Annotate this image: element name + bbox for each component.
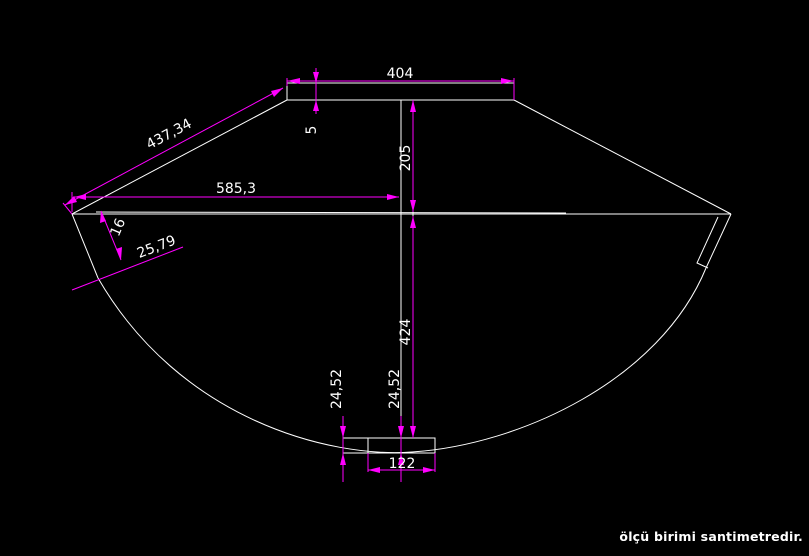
arrow-thickness-bottom (313, 100, 319, 111)
arrow-base-width-right (423, 467, 435, 473)
arrow-upper-height-bottom (410, 200, 416, 212)
left-end-edge (71, 213, 99, 279)
arrow-base-right-top (398, 426, 404, 438)
arrow-base-right-bottom (398, 453, 404, 465)
right-end-bracket (696, 216, 719, 269)
unit-note: ölçü birimi santimetredir. (619, 529, 803, 544)
arrow-half-span-right (387, 194, 399, 200)
label-base-width: 122 (389, 456, 416, 472)
arrowheads (65, 72, 514, 473)
label-lower-height: 424 (398, 319, 414, 346)
left-slant-edge (71, 99, 288, 215)
arrow-slant-bottom (65, 196, 77, 205)
label-base-right: 24,52 (387, 369, 403, 409)
arrow-base-left-bottom (340, 453, 346, 465)
base-plate (342, 437, 436, 454)
arrow-base-left-top (340, 426, 346, 438)
right-end-edge (705, 213, 732, 269)
label-top-thickness: 5 (304, 126, 320, 135)
right-slant-edge (513, 99, 732, 215)
arrow-end-offset-bottom (116, 247, 122, 260)
arrow-lower-height-top (410, 216, 416, 228)
arrow-upper-height-top (410, 100, 416, 112)
arrow-lower-height-bottom (410, 426, 416, 438)
dimension-lines (62, 68, 515, 482)
horizontal-beam-upper (95, 211, 567, 214)
ext-line-slant-left (62, 202, 73, 215)
arrow-top-width-right (501, 78, 514, 84)
arrow-slant-top (271, 88, 283, 97)
label-base-left: 24,52 (329, 369, 345, 409)
dimension-labels: 404 5 437,34 205 585,3 16 25,79 424 24,5… (107, 66, 415, 472)
label-upper-height: 205 (398, 145, 414, 172)
label-slant: 437,34 (144, 116, 195, 153)
arrow-half-span-left (74, 194, 86, 200)
top-plate (286, 82, 515, 101)
dim-line-slant (64, 87, 284, 206)
arrow-end-offset-top (100, 211, 106, 223)
dim-line-end-width (71, 246, 184, 291)
label-half-span: 585,3 (216, 181, 256, 197)
label-end-offset: 16 (107, 216, 129, 239)
arrow-top-width-left (287, 78, 300, 84)
label-top-width: 404 (387, 66, 414, 82)
drawing-geometry (71, 82, 732, 454)
arrow-base-width-left (368, 467, 380, 473)
arrow-thickness-top (313, 72, 319, 83)
bottom-arc (97, 267, 707, 454)
